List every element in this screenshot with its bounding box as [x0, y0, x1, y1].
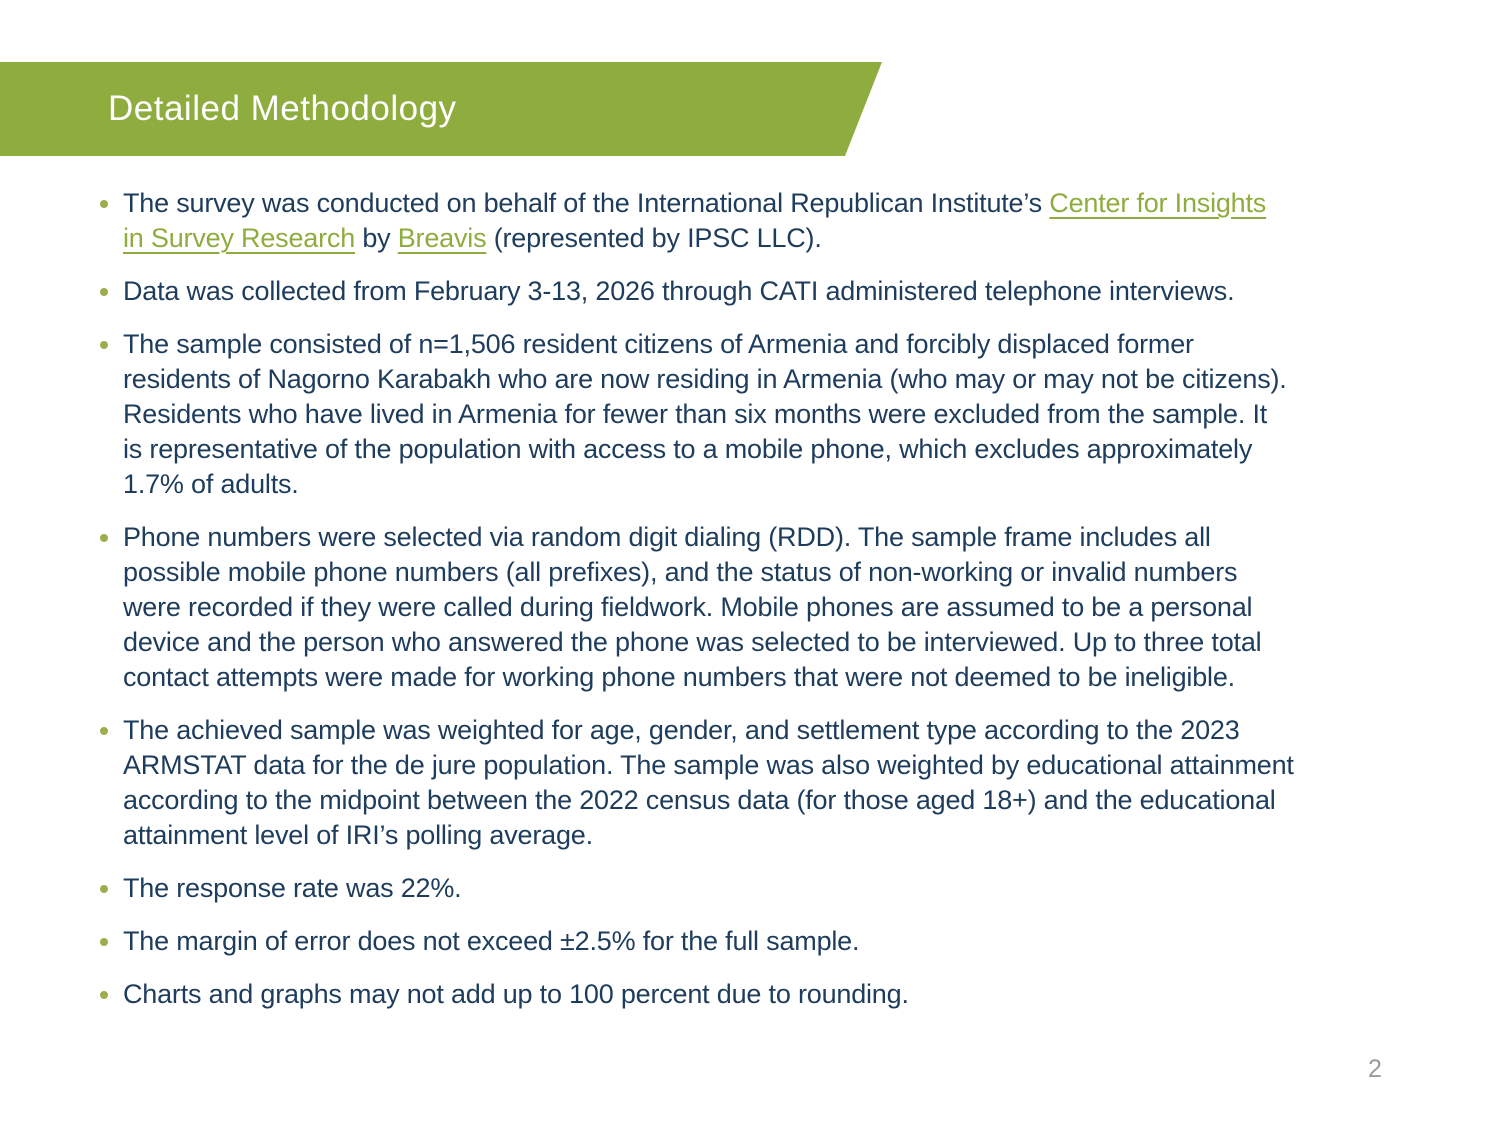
body-text: The margin of error does not exceed ±2.5…	[123, 926, 860, 956]
bullet-line: according to the midpoint between the 20…	[123, 783, 1415, 818]
body-text: The sample consisted of n=1,506 resident…	[123, 329, 1194, 359]
hyperlink[interactable]: in Survey Research	[123, 223, 356, 253]
page-title: Detailed Methodology	[108, 89, 457, 128]
body-text: Charts and graphs may not add up to 100 …	[123, 979, 909, 1009]
bullet-item: Phone numbers were selected via random d…	[100, 520, 1415, 695]
bullet-dot-icon	[100, 991, 108, 999]
bullet-item: The margin of error does not exceed ±2.5…	[100, 924, 1415, 959]
bullet-dot-icon	[100, 727, 108, 735]
body-text: by	[355, 223, 398, 253]
bullet-dot-icon	[100, 885, 108, 893]
bullet-line: Data was collected from February 3-13, 2…	[123, 274, 1415, 309]
body-text: contact attempts were made for working p…	[123, 662, 1235, 692]
bullet-text: The response rate was 22%.	[123, 871, 1415, 906]
bullet-line: The achieved sample was weighted for age…	[123, 713, 1415, 748]
bullet-item: Charts and graphs may not add up to 100 …	[100, 977, 1415, 1012]
bullet-text: The survey was conducted on behalf of th…	[123, 186, 1415, 256]
bullet-line: ARMSTAT data for the de jure population.…	[123, 748, 1415, 783]
body-text: were recorded if they were called during…	[123, 592, 1253, 622]
hyperlink[interactable]: Center for Insights	[1049, 188, 1267, 218]
bullet-line: The sample consisted of n=1,506 resident…	[123, 327, 1415, 362]
body-text: (represented by IPSC LLC).	[486, 223, 822, 253]
bullet-dot-icon	[100, 938, 108, 946]
bullet-text: Data was collected from February 3-13, 2…	[123, 274, 1415, 309]
bullet-line: The response rate was 22%.	[123, 871, 1415, 906]
body-text: Data was collected from February 3-13, 2…	[123, 276, 1235, 306]
body-text: device and the person who answered the p…	[123, 627, 1262, 657]
bullet-item: The achieved sample was weighted for age…	[100, 713, 1415, 853]
body-text: attainment level of IRI’s polling averag…	[123, 820, 593, 850]
bullet-line: attainment level of IRI’s polling averag…	[123, 818, 1415, 853]
bullet-line: were recorded if they were called during…	[123, 590, 1415, 625]
bullet-line: Residents who have lived in Armenia for …	[123, 397, 1415, 432]
page-number: 2	[1368, 1055, 1382, 1083]
bullet-item: The survey was conducted on behalf of th…	[100, 186, 1415, 256]
bullet-text: The margin of error does not exceed ±2.5…	[123, 924, 1415, 959]
body-text: possible mobile phone numbers (all prefi…	[123, 557, 1238, 587]
body-text: Residents who have lived in Armenia for …	[123, 399, 1268, 429]
bullet-line: in Survey Research by Breavis (represent…	[123, 221, 1415, 256]
body-text: is representative of the population with…	[123, 434, 1253, 464]
body-text: 1.7% of adults.	[123, 469, 299, 499]
body-text: The achieved sample was weighted for age…	[123, 715, 1240, 745]
bullet-line: 1.7% of adults.	[123, 467, 1415, 502]
body-text: residents of Nagorno Karabakh who are no…	[123, 364, 1287, 394]
bullet-text: Charts and graphs may not add up to 100 …	[123, 977, 1415, 1012]
bullet-dot-icon	[100, 534, 108, 542]
bullet-dot-icon	[100, 288, 108, 296]
bullet-line: contact attempts were made for working p…	[123, 660, 1415, 695]
bullet-line: possible mobile phone numbers (all prefi…	[123, 555, 1415, 590]
bullet-item: Data was collected from February 3-13, 2…	[100, 274, 1415, 309]
body-text: according to the midpoint between the 20…	[123, 785, 1276, 815]
bullet-text: The sample consisted of n=1,506 resident…	[123, 327, 1415, 502]
bullet-line: Charts and graphs may not add up to 100 …	[123, 977, 1415, 1012]
bullet-dot-icon	[100, 200, 108, 208]
title-banner: Detailed Methodology	[0, 62, 882, 156]
body-text: The survey was conducted on behalf of th…	[123, 188, 1050, 218]
bullet-dot-icon	[100, 341, 108, 349]
bullet-line: The margin of error does not exceed ±2.5…	[123, 924, 1415, 959]
bullet-text: The achieved sample was weighted for age…	[123, 713, 1415, 853]
body-text: ARMSTAT data for the de jure population.…	[123, 750, 1294, 780]
bullet-list: The survey was conducted on behalf of th…	[100, 186, 1415, 1030]
body-text: Phone numbers were selected via random d…	[123, 522, 1211, 552]
bullet-line: device and the person who answered the p…	[123, 625, 1415, 660]
body-text: The response rate was 22%.	[123, 873, 462, 903]
bullet-item: The response rate was 22%.	[100, 871, 1415, 906]
bullet-item: The sample consisted of n=1,506 resident…	[100, 327, 1415, 502]
bullet-line: Phone numbers were selected via random d…	[123, 520, 1415, 555]
hyperlink[interactable]: Breavis	[397, 223, 487, 253]
bullet-text: Phone numbers were selected via random d…	[123, 520, 1415, 695]
bullet-line: The survey was conducted on behalf of th…	[123, 186, 1415, 221]
bullet-line: residents of Nagorno Karabakh who are no…	[123, 362, 1415, 397]
bullet-line: is representative of the population with…	[123, 432, 1415, 467]
